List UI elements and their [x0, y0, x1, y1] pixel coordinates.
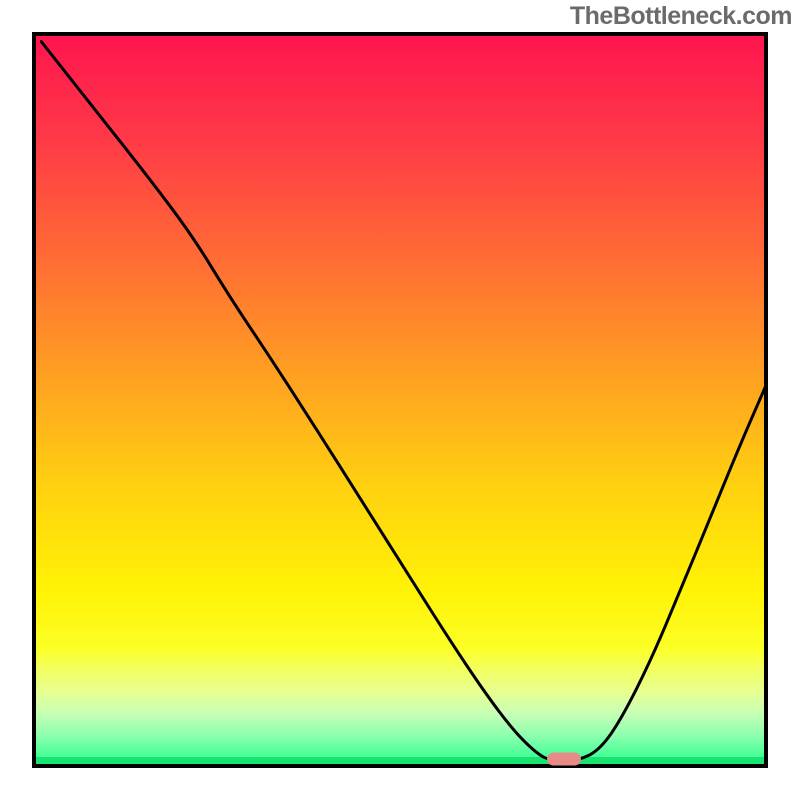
- curve-layer: [40, 40, 768, 768]
- chart-frame: TheBottleneck.com: [0, 0, 800, 800]
- plot-area: [32, 32, 768, 768]
- watermark-text: TheBottleneck.com: [570, 2, 792, 31]
- optimum-marker: [547, 752, 581, 765]
- bottleneck-curve: [40, 40, 768, 761]
